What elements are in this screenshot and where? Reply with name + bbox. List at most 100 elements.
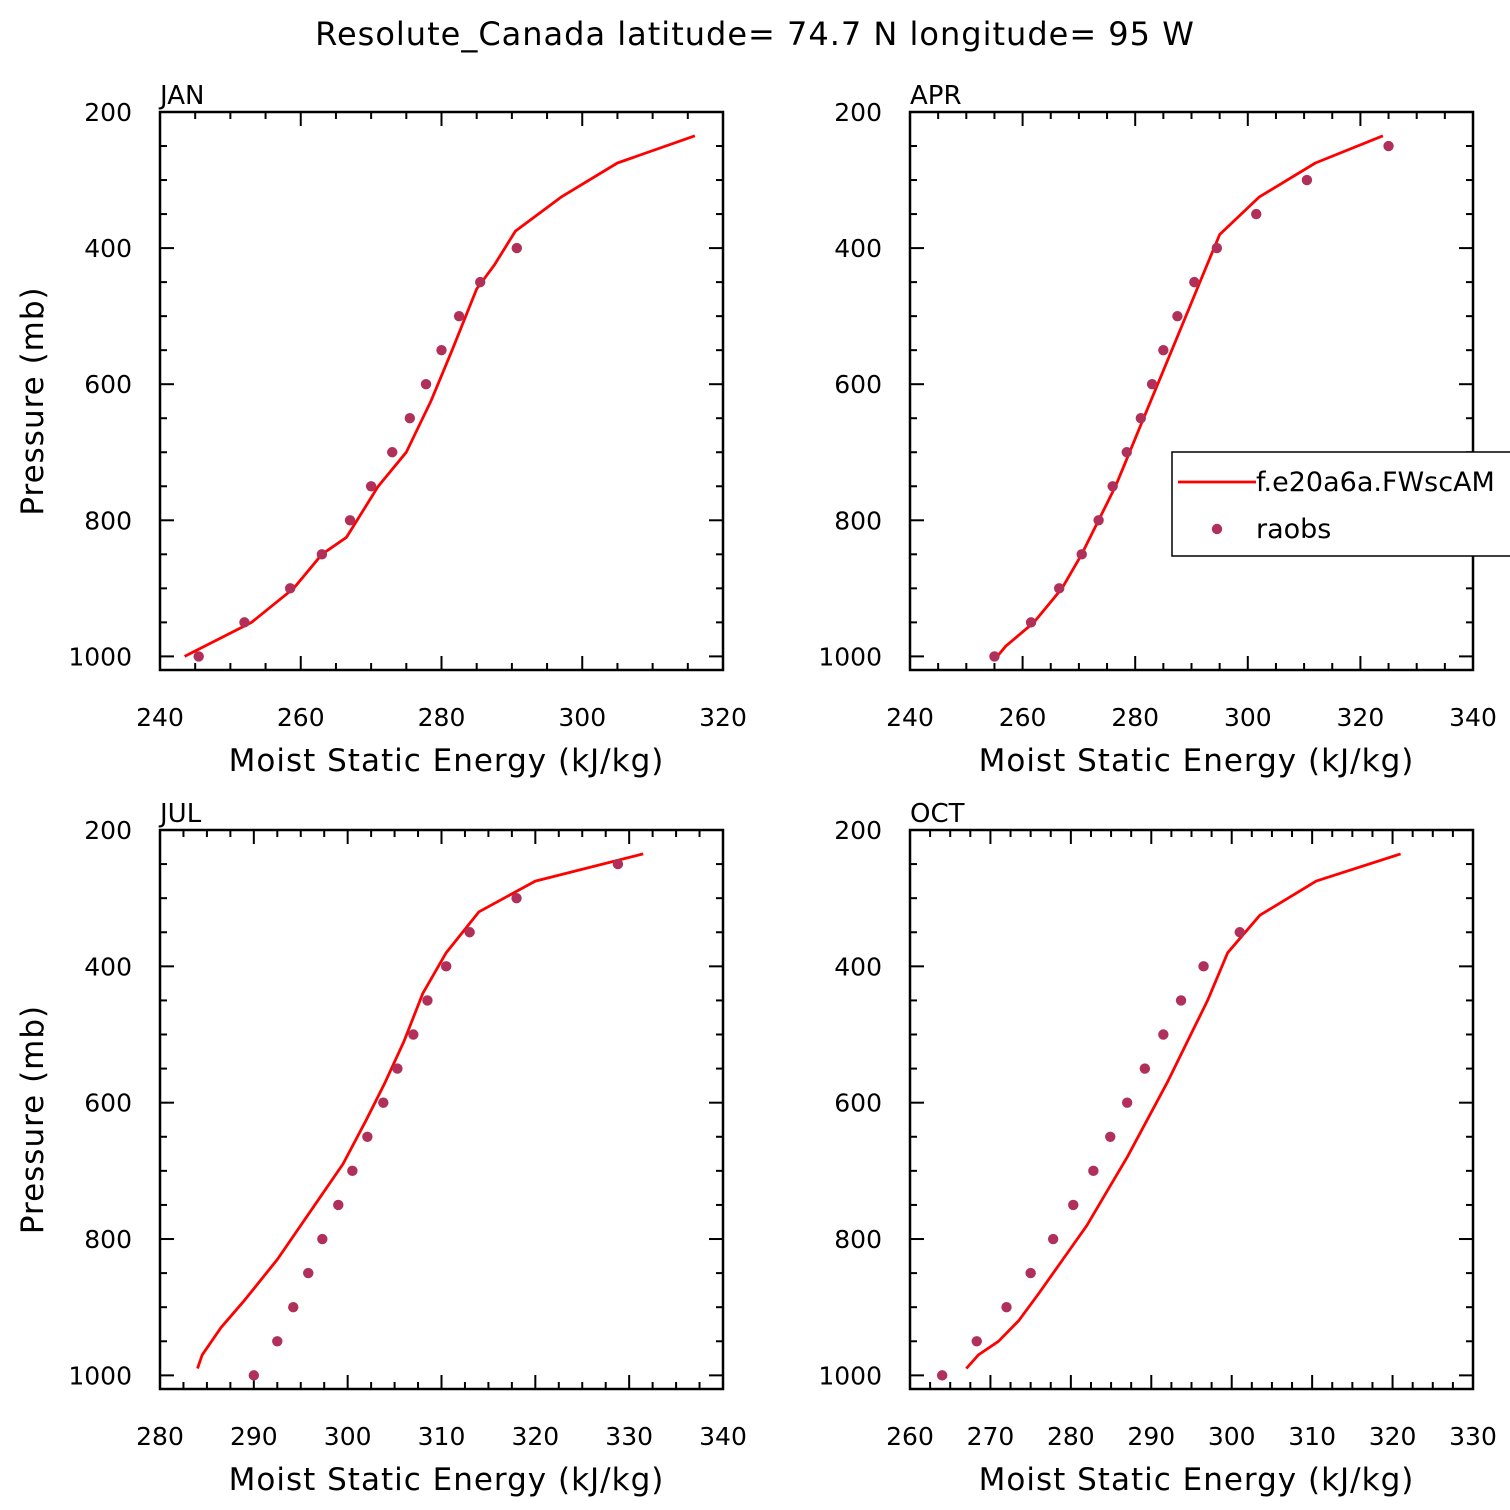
obs-point: [365, 481, 377, 492]
y-tick-label: 200: [834, 816, 882, 845]
obs-point: [989, 651, 1000, 662]
x-tick-label: 340: [699, 1422, 747, 1451]
x-tick-label: 320: [511, 1422, 559, 1451]
y-tick-label: 1000: [818, 1361, 882, 1390]
obs-point: [284, 583, 296, 594]
obs-point: [422, 995, 433, 1006]
plot-frame: [158, 828, 725, 1391]
panel-label: APR: [910, 81, 962, 111]
y-tick-label: 400: [84, 234, 132, 263]
obs-point: [612, 858, 624, 870]
x-tick-label: 290: [1127, 1422, 1175, 1451]
obs-point: [288, 1301, 299, 1313]
x-tick-label: 240: [136, 703, 184, 732]
x-tick-label: 260: [277, 703, 325, 732]
obs-point: [193, 651, 204, 662]
x-tick-label: 300: [1208, 1422, 1256, 1451]
x-axis-label: Moist Static Energy (kJ/kg): [979, 1462, 1415, 1498]
legend-obs-label: raobs: [1256, 514, 1331, 545]
y-tick-label: 400: [834, 952, 882, 981]
figure-title: Resolute_Canada latitude= 74.7 N longitu…: [315, 15, 1195, 53]
x-axis-label: Moist Static Energy (kJ/kg): [229, 1462, 665, 1498]
y-tick-label: 200: [84, 816, 132, 845]
obs-point: [1121, 447, 1132, 458]
x-axis-label: Moist Static Energy (kJ/kg): [979, 743, 1415, 779]
obs-point: [317, 1233, 328, 1245]
y-tick-label: 800: [84, 1225, 132, 1254]
y-tick-label: 800: [834, 1225, 882, 1254]
legend-box: [1171, 451, 1510, 557]
x-tick-label: 270: [967, 1422, 1015, 1451]
obs-point: [408, 1029, 419, 1040]
plot-frame: [908, 828, 1475, 1391]
obs-point: [1251, 208, 1262, 220]
obs-point: [347, 1165, 358, 1177]
y-tick-label: 800: [84, 506, 132, 535]
obs-point: [378, 1097, 389, 1108]
x-tick-label: 280: [1047, 1422, 1095, 1451]
obs-point: [1301, 174, 1313, 186]
obs-point: [464, 927, 475, 938]
model-line: [183, 134, 696, 658]
y-tick-label: 600: [834, 370, 882, 399]
x-tick-label: 290: [230, 1422, 278, 1451]
obs-point: [936, 1370, 948, 1381]
obs-point: [344, 515, 356, 526]
x-tick-label: 260: [886, 1422, 934, 1451]
obs-point: [1053, 583, 1065, 594]
y-tick-label: 1000: [68, 1361, 132, 1390]
x-tick-label: 310: [418, 1422, 466, 1451]
y-tick-label: 400: [834, 234, 882, 263]
obs-point: [316, 549, 328, 560]
obs-point: [387, 447, 398, 458]
panel-oct: OCT 260 270 280 290 300 310 320 330 200 400 600 800 1…: [818, 799, 1496, 1498]
y-tick-label: 400: [84, 952, 132, 981]
panel-jul: JUL 280 290 300 310 320 330 340 200 400 600 800 1000…: [15, 799, 747, 1498]
panels-group: JAN 240 260 280 300 320 200 400 600 800 1000 Moist …: [15, 81, 1510, 1498]
plot-frame: [908, 110, 1475, 672]
obs-point: [1105, 1131, 1116, 1142]
obs-point: [1025, 1267, 1036, 1279]
legend-obs-swatch: [1211, 523, 1223, 535]
x-tick-label: 320: [1337, 703, 1385, 732]
obs-point: [392, 1063, 403, 1074]
x-tick-label: 240: [886, 703, 934, 732]
obs-point: [511, 242, 523, 254]
y-tick-label: 600: [84, 370, 132, 399]
obs-point: [1175, 995, 1187, 1006]
obs-point: [1146, 378, 1158, 390]
obs-point: [333, 1199, 344, 1211]
obs-point: [303, 1267, 314, 1279]
obs-point: [1211, 242, 1223, 254]
x-tick-label: 320: [699, 703, 747, 732]
obs-point: [1139, 1063, 1151, 1074]
y-axis-label: Pressure (mb): [15, 286, 51, 515]
obs-point: [248, 1370, 260, 1381]
y-tick-label: 600: [84, 1089, 132, 1118]
legend-model-label: f.e20a6a.FWscAM: [1256, 467, 1495, 498]
x-tick-label: 300: [558, 703, 606, 732]
panel-label: OCT: [910, 799, 965, 829]
x-tick-label: 330: [605, 1422, 653, 1451]
obs-point: [239, 617, 250, 628]
obs-point: [1189, 276, 1200, 288]
y-tick-label: 1000: [818, 642, 882, 671]
plot-frame: [158, 110, 725, 672]
obs-point: [475, 276, 486, 288]
obs-point: [362, 1131, 373, 1142]
y-tick-label: 800: [834, 506, 882, 535]
x-tick-label: 280: [136, 1422, 184, 1451]
obs-point: [420, 378, 432, 390]
y-tick-label: 200: [84, 98, 132, 127]
obs-point: [436, 344, 447, 356]
y-tick-label: 1000: [68, 642, 132, 671]
panel-label: JAN: [158, 81, 204, 111]
obs-point: [1383, 140, 1394, 152]
obs-point: [1076, 549, 1087, 560]
obs-point: [1158, 1029, 1169, 1040]
x-tick-label: 330: [1449, 1422, 1497, 1451]
obs-point: [1135, 413, 1147, 424]
panel-jan: JAN 240 260 280 300 320 200 400 600 800 1000 Moist …: [15, 81, 747, 779]
obs-point: [1121, 1097, 1133, 1108]
